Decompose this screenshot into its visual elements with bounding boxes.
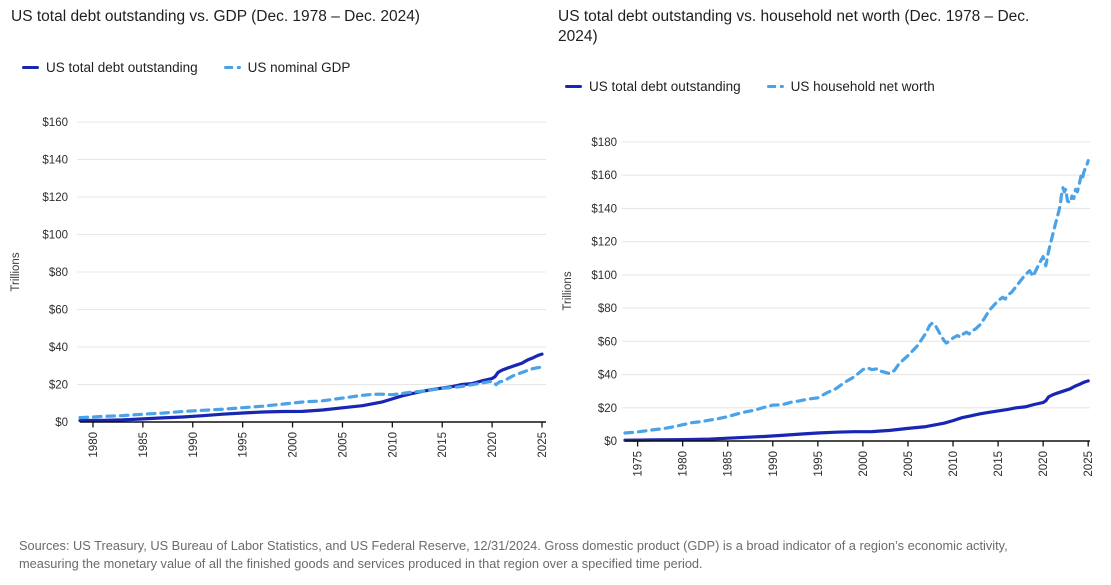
- y-tick-label: $60: [598, 336, 617, 348]
- series-line-1: [623, 159, 1090, 435]
- y-tick-label: $40: [49, 342, 68, 354]
- right-y-axis-label: Trillions: [562, 271, 574, 311]
- legend-label: US nominal GDP: [247, 60, 351, 75]
- y-tick-label: $100: [591, 270, 617, 282]
- series-line-0: [78, 352, 544, 423]
- y-tick-label: $80: [598, 303, 617, 315]
- y-tick-label: $40: [598, 370, 617, 382]
- y-tick-label: $0: [55, 417, 68, 429]
- legend-label: US total debt outstanding: [589, 79, 741, 94]
- left-chart-legend: US total debt outstanding US nominal GDP: [22, 60, 350, 75]
- y-tick-label: $20: [598, 403, 617, 415]
- x-tick-label: 2015: [437, 432, 449, 458]
- x-tick-label: 1990: [188, 432, 200, 458]
- series-line-0: [623, 379, 1090, 442]
- x-tick-label: 2025: [537, 432, 549, 458]
- left-y-axis-label: Trillions: [10, 252, 22, 292]
- y-tick-label: $140: [42, 155, 68, 167]
- x-tick-label: 1995: [813, 451, 825, 477]
- x-tick-label: 2000: [288, 432, 300, 458]
- y-tick-label: $0: [604, 436, 617, 448]
- x-tick-label: 1985: [723, 451, 735, 477]
- solid-line-swatch-icon: [22, 65, 39, 70]
- x-tick-label: 2005: [903, 451, 915, 477]
- right-chart-legend: US total debt outstanding US household n…: [565, 79, 935, 94]
- series-line-1: [78, 365, 544, 420]
- solid-line-swatch-icon: [565, 84, 582, 89]
- y-tick-label: $180: [591, 137, 617, 149]
- y-tick-label: $120: [591, 237, 617, 249]
- x-tick-label: 2010: [948, 451, 960, 477]
- legend-item-debt: US total debt outstanding: [565, 79, 741, 94]
- y-tick-label: $60: [49, 305, 68, 317]
- x-tick-label: 1980: [678, 451, 690, 477]
- x-tick-label: 1975: [633, 451, 645, 477]
- dashed-line-swatch-icon: [766, 84, 784, 89]
- y-tick-label: $80: [49, 267, 68, 279]
- x-tick-label: 2020: [1038, 451, 1050, 477]
- legend-item-debt: US total debt outstanding: [22, 60, 198, 75]
- legend-item-networth: US household net worth: [766, 79, 935, 94]
- x-tick-label: 1985: [138, 432, 150, 458]
- x-tick-label: 1980: [88, 432, 100, 458]
- x-tick-label: 2000: [858, 451, 870, 477]
- y-tick-label: $120: [42, 192, 68, 204]
- legend-label: US total debt outstanding: [46, 60, 198, 75]
- x-tick-label: 2010: [387, 432, 399, 458]
- y-tick-label: $160: [591, 170, 617, 182]
- y-tick-label: $160: [42, 117, 68, 129]
- dashed-line-swatch-icon: [223, 65, 241, 70]
- x-tick-label: 1995: [238, 432, 250, 458]
- legend-label: US household net worth: [790, 79, 935, 94]
- y-tick-label: $140: [591, 203, 617, 215]
- x-tick-label: 2015: [993, 451, 1005, 477]
- left-chart-title: US total debt outstanding vs. GDP (Dec. …: [11, 8, 420, 25]
- y-tick-label: $100: [42, 230, 68, 242]
- sources-footnote: Sources: US Treasury, US Bureau of Labor…: [19, 538, 1008, 571]
- x-tick-label: 2005: [337, 432, 349, 458]
- x-tick-label: 2020: [487, 432, 499, 458]
- legend-item-gdp: US nominal GDP: [223, 60, 351, 75]
- y-tick-label: $20: [49, 380, 68, 392]
- x-tick-label: 1990: [768, 451, 780, 477]
- x-tick-label: 2025: [1083, 451, 1095, 477]
- right-chart-title: US total debt outstanding vs. household …: [558, 8, 1030, 45]
